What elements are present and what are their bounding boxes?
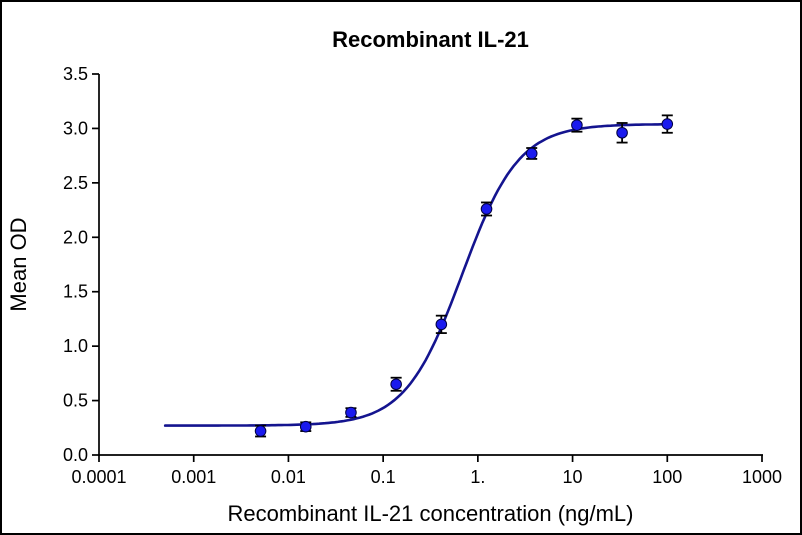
data-point xyxy=(525,147,538,160)
x-tick-label: 10 xyxy=(563,467,583,487)
chart-title: Recombinant IL-21 xyxy=(332,27,529,52)
y-axis-label: Mean OD xyxy=(6,217,31,311)
y-tick-label: 2.5 xyxy=(63,173,88,193)
x-tick-label: 0.001 xyxy=(171,467,216,487)
data-point xyxy=(435,318,448,331)
y-tick-label: 3.0 xyxy=(63,118,88,138)
x-tick-label: 100 xyxy=(652,467,682,487)
x-tick-label: 0.0001 xyxy=(71,467,126,487)
y-tick-label: 0.5 xyxy=(63,391,88,411)
data-point xyxy=(390,378,402,391)
data-point xyxy=(299,420,312,433)
data-point xyxy=(661,118,674,130)
y-tick-label: 3.5 xyxy=(63,64,88,84)
x-tick-label: 0.1 xyxy=(371,467,396,487)
x-axis-label: Recombinant IL-21 concentration (ng/mL) xyxy=(228,501,634,526)
data-point xyxy=(616,126,628,139)
data-point xyxy=(571,119,583,131)
y-tick-label: 1.5 xyxy=(63,282,88,302)
fit-curve xyxy=(163,123,669,427)
y-tick-label: 0.0 xyxy=(63,445,88,465)
x-tick-label: 1000 xyxy=(742,467,782,487)
y-tick-label: 2.0 xyxy=(63,227,88,247)
data-point xyxy=(480,203,493,215)
y-tick-label: 1.0 xyxy=(63,336,88,356)
data-point xyxy=(254,425,267,437)
data-point xyxy=(345,406,357,419)
x-tick-label: 1. xyxy=(470,467,485,487)
x-tick-label: 0.01 xyxy=(271,467,306,487)
